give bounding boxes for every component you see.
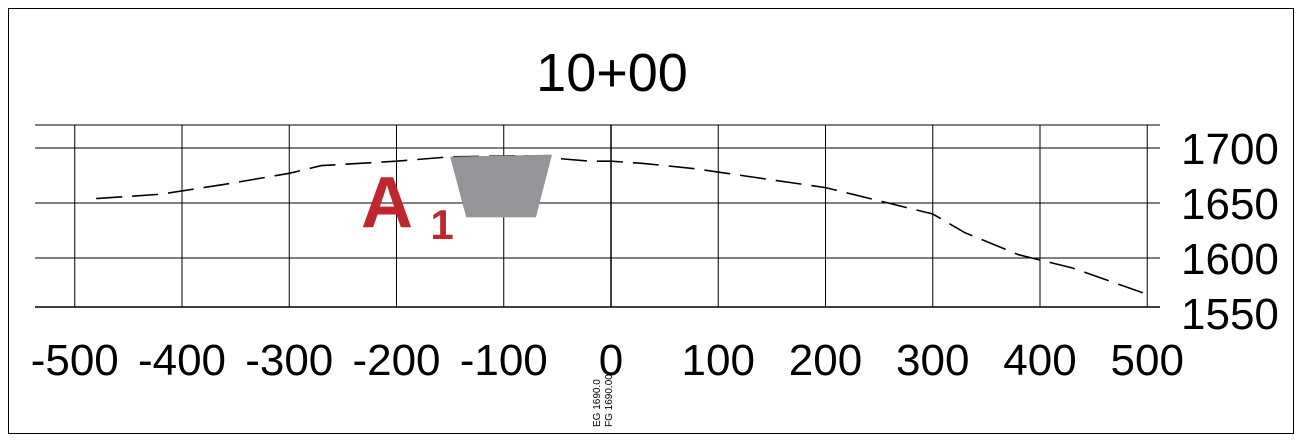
diagram-frame: 10+00 1700 1650 1600 1550 -500 -400 -300 -200-…: [8, 8, 1294, 434]
x-tick-label: 300: [896, 336, 969, 385]
grid: [35, 124, 1160, 308]
x-axis-labels: -500 -400 -300 -200 -100 0 100 200 300 400 500: [31, 336, 1184, 385]
fg-label: FG 1690.00: [604, 374, 615, 427]
area-label-subscript: 1: [430, 201, 453, 248]
area-label-letter: A: [361, 163, 412, 243]
y-tick-label: 1650: [1181, 180, 1279, 229]
y-tick-label: 1700: [1181, 125, 1279, 174]
x-tick-label: -400: [138, 336, 226, 385]
cross-section-diagram: 10+00 1700 1650 1600 1550 -500 -400 -300 -200-…: [31, 43, 1279, 427]
x-tick-label: 100: [682, 336, 755, 385]
x-tick-label: -500: [31, 336, 119, 385]
x-tick-label: 400: [1003, 336, 1076, 385]
station-labels: EG 1690.0 FG 1690.00: [592, 374, 615, 427]
x-tick-label: -300: [245, 336, 333, 385]
x-tick-label: -100: [460, 336, 548, 385]
section-shape: [450, 154, 552, 218]
diagram-title: 10+00: [536, 43, 688, 103]
y-tick-label: 1550: [1181, 290, 1279, 339]
eg-label: EG 1690.0: [592, 379, 603, 427]
ground-profile-line: [96, 154, 1148, 296]
x-tick-label: 0: [599, 336, 623, 385]
y-axis-labels: 1700 1650 1600 1550: [1181, 125, 1279, 339]
x-tick-label: 200: [789, 336, 862, 385]
x-tick-label: -200: [352, 336, 440, 385]
area-label: A 1: [361, 163, 454, 248]
x-tick-label: 500: [1111, 336, 1184, 385]
y-tick-label: 1600: [1181, 235, 1279, 284]
